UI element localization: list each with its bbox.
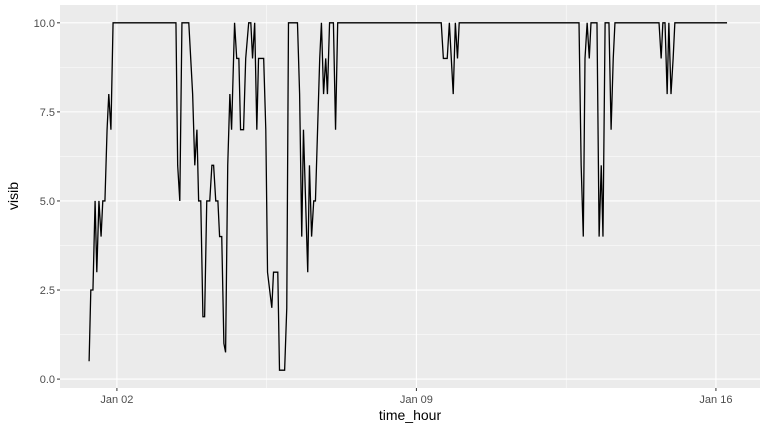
y-tick-label: 5.0 — [40, 196, 55, 208]
panel — [60, 5, 760, 388]
y-axis-title: visib — [5, 182, 21, 210]
y-tick-label: 10.0 — [34, 18, 55, 30]
x-tick-label: Jan 09 — [400, 394, 433, 406]
y-tick-label: 0.0 — [40, 374, 55, 386]
y-tick-label: 2.5 — [40, 285, 55, 297]
x-tick-label: Jan 16 — [699, 394, 732, 406]
x-tick-label: Jan 02 — [100, 394, 133, 406]
y-tick-label: 7.5 — [40, 107, 55, 119]
x-axis-title: time_hour — [379, 407, 442, 423]
line — [88, 22, 728, 371]
